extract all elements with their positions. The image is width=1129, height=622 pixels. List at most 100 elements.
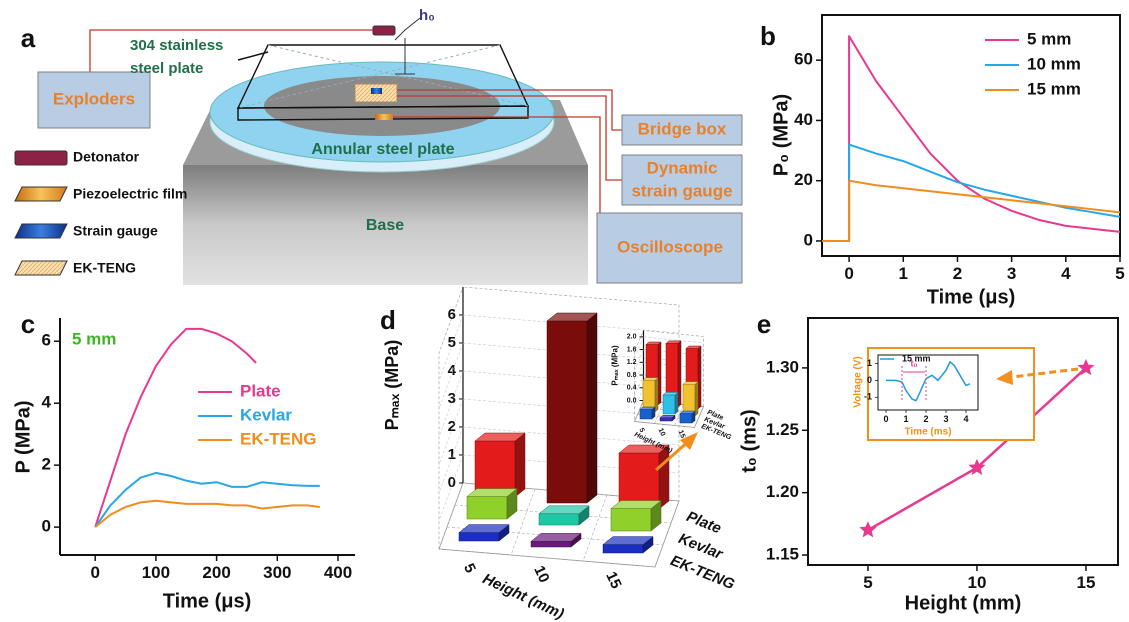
bar-front [459,533,499,541]
diagram-label: 304 stainless [130,37,223,54]
bar-front [467,497,507,519]
bar-side [658,342,661,405]
panel-label: a [21,23,36,53]
diagram-label: Base [366,217,404,234]
panel-label: c [21,309,35,339]
legend-label: Plate [240,381,281,400]
x-tick-label: 0 [844,264,853,283]
x-tick-label: 3 [1007,264,1016,283]
y-tick-label: 1 [448,446,456,463]
diagram-label: steel plate [130,60,203,77]
plot-frame [822,15,1120,256]
bar-top [646,342,661,345]
x-tick-label: 10 [657,427,667,437]
y-tick-label: 0 [42,517,51,536]
bar-front [531,541,571,547]
bar-front [539,514,579,525]
x-tick-label: 10 [967,573,986,592]
series-line [95,473,320,527]
x-tick-label: 1 [903,414,908,424]
y-axis-label: t₀ (ms) [738,409,760,472]
y-axis-label: Voltage (V) [853,356,864,407]
bar-side [659,445,669,509]
y-tick-label: 0.0 [627,397,637,404]
panel-label: b [760,21,776,51]
y-tick-label: 2 [448,418,456,435]
bar-top [683,382,698,385]
y-tick-label: 1.2 [627,359,637,366]
bar-top [666,341,681,344]
x-tick-label: 3 [943,414,948,424]
x-tick-label: 2 [923,414,928,424]
y-tick-label: 2 [42,455,51,474]
star-marker [859,521,876,537]
y-axis-label: P₀ (MPa) [770,94,792,176]
row-label: EK-TENG [668,552,737,593]
detonator [373,26,395,35]
bar-front [603,545,643,553]
series-line [95,501,320,527]
box-label: Exploders [53,89,135,108]
legend-label: 15 mm [1027,79,1081,98]
diagram-label: Annular steel plate [311,141,454,158]
legend-label: Detonator [73,149,140,165]
diagram-label: h₀ [419,7,435,24]
x-tick-label: 5 [1115,264,1124,283]
y-tick-label: -1 [864,392,872,402]
x-tick-label: 400 [324,563,352,582]
y-tick-label: 0 [448,474,456,491]
bar-front [660,418,672,421]
x-tick-label: 4 [1061,264,1071,283]
x-axis-label: Time (ms) [904,427,951,438]
box-label: Bridge box [638,119,727,138]
x-axis-label: Height (mm) [905,592,1022,614]
legend-icon [15,261,67,275]
legend-icon [15,224,67,238]
bar-side [675,392,678,414]
box-label: Dynamic [647,158,718,177]
x-tick-label: 15 [1076,573,1095,592]
legend-icon [15,151,67,165]
legend-label: EK-TENG [73,260,136,276]
legend-label: Kevlar [240,405,292,424]
y-tick-label: 1.30 [766,357,799,376]
y-tick-label: 2.0 [627,334,637,341]
h0-pointer [395,18,420,40]
y-tick-label: 40 [794,110,813,129]
y-tick-label: 0.8 [627,372,637,379]
x-tick-label: 200 [202,563,230,582]
x-axis-label: Time (μs) [163,590,252,612]
bar-side [587,313,597,503]
x-tick-label: 2 [953,264,962,283]
legend-label: 5 mm [1027,29,1071,48]
bar-top [686,346,701,349]
bar-top [660,415,675,418]
y-tick-label: 6 [448,306,456,323]
y-tick-label: 5 [448,334,456,351]
x-tick-label: 5 [460,561,479,576]
bar-front [640,409,652,419]
x-tick-label: 100 [142,563,170,582]
x-tick-label: 0 [90,563,99,582]
y-tick-label: 4 [42,393,52,412]
y-tick-label: 60 [794,50,813,69]
y-axis-label: P (MPa) [12,401,34,474]
x-tick-label: 5 [863,573,872,592]
annotation: 5 mm [72,329,116,348]
bar-top [663,392,678,395]
bar-top [643,378,658,381]
y-tick-label: 3 [448,390,456,407]
figure: a 304 stainless steel plate h₀ Annular steel… [0,0,1129,622]
bar-side [678,341,681,407]
x-tick-label: 10 [530,563,552,585]
bar-side [515,433,525,497]
strain-gauge-sample [371,88,382,94]
panel-label: e [757,309,771,339]
y-tick-label: 1.6 [627,346,637,353]
legend-label: 10 mm [1027,54,1081,73]
bar-front [680,413,692,423]
piezo-sample [375,114,393,120]
y-tick-label: 0 [804,230,813,249]
box-label: Oscilloscope [617,237,723,256]
y-tick-label: 1 [867,358,872,368]
